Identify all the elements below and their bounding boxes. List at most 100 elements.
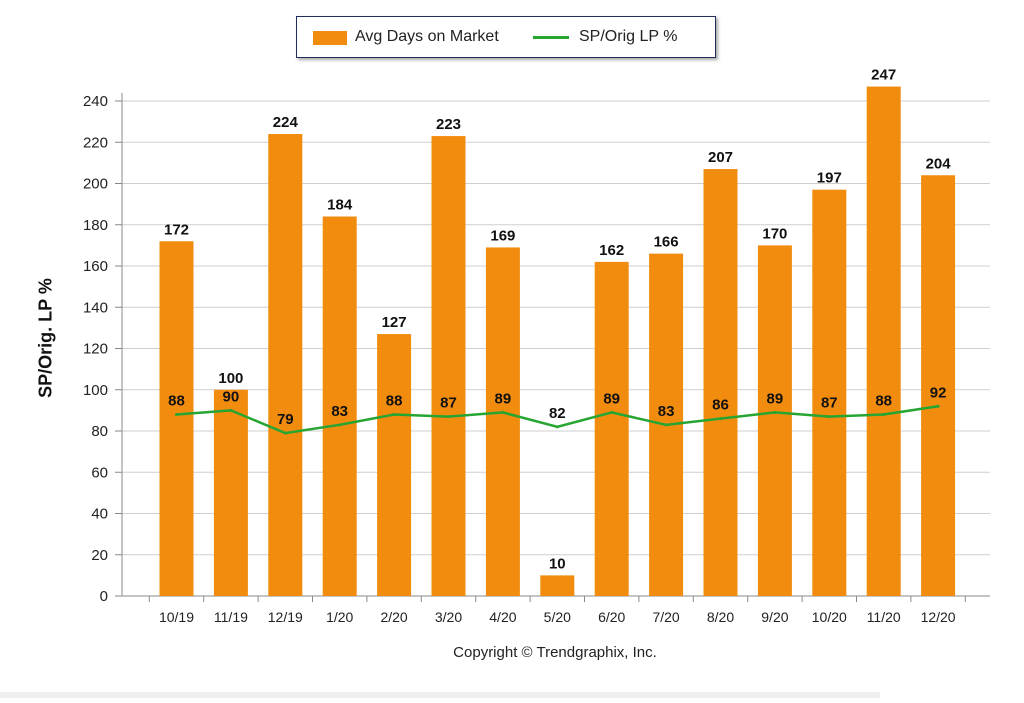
x-tick-label: 10/19	[159, 609, 194, 625]
bar-value-label: 162	[599, 242, 624, 259]
legend-line-swatch	[533, 36, 569, 39]
bar-value-label: 207	[708, 149, 733, 166]
line-point	[175, 413, 178, 416]
bar	[377, 334, 412, 596]
line-value-label: 83	[331, 403, 348, 420]
y-tick-label: 0	[100, 588, 108, 605]
line-value-label: 89	[603, 390, 620, 407]
y-tick-labels: 0 20 40 60 80 100 120 140 160 180 200 220 240	[83, 93, 108, 605]
x-tick-label: 1/20	[326, 609, 353, 625]
bar	[485, 247, 520, 596]
bar	[268, 134, 303, 596]
legend-bar-label: Avg Days on Market	[355, 28, 499, 45]
bottom-strip	[0, 692, 880, 698]
line-value-label: 89	[767, 390, 784, 407]
line-point	[664, 423, 668, 427]
bar	[213, 389, 248, 596]
bar-value-label: 172	[164, 221, 189, 238]
bar-value-label: 10	[549, 555, 566, 572]
x-tick-label: 3/20	[435, 609, 462, 625]
bar-value-label: 204	[926, 155, 952, 172]
line-point	[229, 408, 233, 412]
y-tick-label: 20	[91, 547, 108, 564]
x-tick-label: 12/19	[268, 609, 303, 625]
line-value-label: 87	[821, 395, 838, 412]
line-series	[175, 404, 940, 435]
bar	[159, 241, 194, 596]
line-point	[447, 415, 450, 419]
line-point	[501, 410, 505, 414]
line-point	[610, 410, 614, 414]
line-value-label: 88	[386, 393, 403, 410]
line-value-label: 83	[658, 403, 675, 420]
bar-value-label: 224	[273, 114, 299, 131]
y-axis-title: SP/Orig. LP %	[35, 278, 56, 398]
x-tick-label: 11/19	[214, 609, 248, 625]
bar	[703, 169, 738, 596]
x-tick-label: 10/20	[812, 609, 847, 625]
bar	[594, 261, 629, 596]
line-value-label: 88	[875, 393, 892, 410]
bar-value-label: 223	[436, 116, 461, 133]
line-value-label: 82	[549, 405, 566, 422]
x-tick-label: 11/20	[867, 609, 901, 625]
line-point	[719, 417, 722, 421]
bar	[921, 175, 956, 596]
legend-bar-swatch	[313, 31, 347, 45]
y-tick-label: 160	[83, 258, 108, 275]
x-tick-labels: 10/19 11/19 12/19 1/20 2/20 3/20 4/20 5/20 6/20 7…	[148, 596, 966, 625]
bars	[159, 86, 956, 596]
line-point	[936, 404, 940, 408]
x-tick-label: 2/20	[380, 609, 407, 625]
line-point	[827, 415, 831, 419]
bar	[757, 245, 792, 596]
bar-value-label: 197	[817, 170, 842, 187]
bar-value-label: 247	[871, 67, 896, 84]
y-tick-label: 240	[83, 93, 108, 110]
line-value-label: 89	[495, 390, 512, 407]
y-tick-label: 180	[83, 217, 108, 234]
y-tick-label: 60	[91, 464, 108, 481]
x-tick-label: 12/20	[921, 609, 956, 625]
line-point	[773, 410, 777, 414]
line-point	[338, 423, 342, 427]
x-tick-label: 9/20	[761, 609, 788, 625]
line-point	[283, 431, 287, 435]
x-tick-label: 6/20	[598, 609, 625, 625]
line-point	[392, 413, 396, 416]
y-tick-label: 40	[91, 506, 108, 523]
x-tick-label: 8/20	[707, 609, 734, 625]
line-value-label: 90	[223, 388, 240, 405]
line-value-label: 87	[440, 395, 457, 412]
x-tick-label: 7/20	[652, 609, 679, 625]
x-tick-label: 4/20	[489, 609, 516, 625]
line-point	[555, 425, 559, 429]
y-tick-label: 200	[83, 176, 108, 193]
line-point	[882, 413, 886, 416]
bar	[866, 86, 901, 596]
y-tick-label: 140	[83, 299, 108, 316]
bar	[540, 575, 575, 596]
line-value-label: 88	[168, 393, 185, 410]
bar-value-label: 170	[762, 225, 787, 242]
legend: Avg Days on Market SP/Orig LP %	[296, 16, 716, 58]
line-value-labels: 88 90 79 83 88 87 89 82 89 83 86 89 87 88 92	[168, 384, 946, 428]
bar-value-labels: 172 100 224 184 127 223 169 10 162 166 207 170 197 24…	[164, 67, 951, 573]
line-value-label: 86	[712, 397, 729, 414]
copyright-credit: Copyright © Trendgraphix, Inc.	[453, 644, 657, 661]
y-tick-label: 120	[83, 341, 108, 358]
x-tick-label: 5/20	[544, 609, 571, 625]
y-tick-label: 100	[83, 382, 108, 399]
bar-value-label: 166	[654, 234, 679, 251]
legend-line-label: SP/Orig LP %	[579, 28, 678, 45]
bar-value-label: 100	[218, 370, 243, 387]
bar-value-label: 169	[490, 227, 515, 244]
y-tick-label: 80	[91, 423, 108, 440]
bar-value-label: 184	[327, 197, 353, 214]
y-tick-label: 220	[83, 134, 108, 151]
line-value-label: 92	[930, 384, 947, 401]
bar	[322, 216, 357, 596]
line-value-label: 79	[277, 411, 294, 428]
